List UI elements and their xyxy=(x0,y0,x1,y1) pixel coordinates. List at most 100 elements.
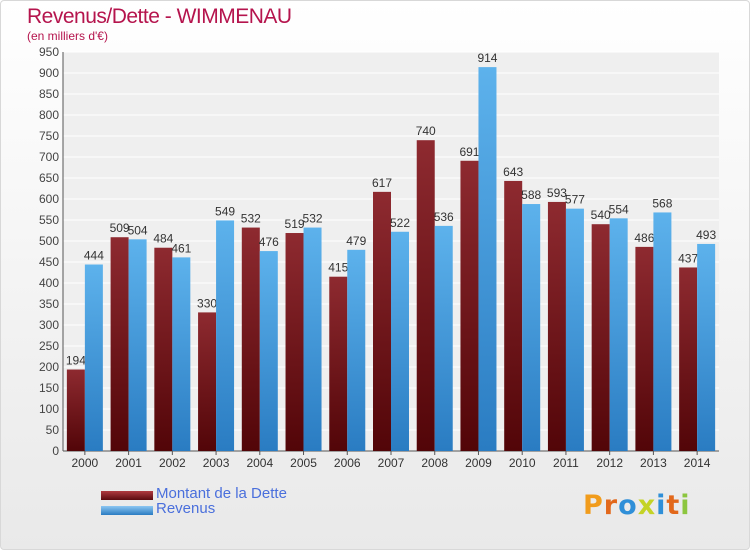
debt-value-label: 415 xyxy=(328,261,348,275)
revenue-value-label: 588 xyxy=(521,188,541,202)
legend-swatch-revenue xyxy=(101,506,153,515)
revenue-bar xyxy=(653,212,672,451)
y-tick-label: 750 xyxy=(39,129,59,143)
legend-label-revenue: Revenus xyxy=(156,500,216,517)
revenue-value-label: 914 xyxy=(477,51,497,65)
debt-bar xyxy=(460,160,479,451)
revenue-bar xyxy=(128,239,147,451)
y-tick-label: 450 xyxy=(39,255,59,269)
x-tick-label: 2013 xyxy=(640,456,667,470)
y-tick-label: 300 xyxy=(39,318,59,332)
revenue-value-label: 461 xyxy=(171,241,191,255)
revenue-value-label: 479 xyxy=(346,234,366,248)
debt-value-label: 486 xyxy=(634,231,654,245)
y-tick-label: 900 xyxy=(39,66,59,80)
debt-value-label: 532 xyxy=(241,212,261,226)
x-tick-label: 2012 xyxy=(596,456,623,470)
chart-title: Revenus/Dette - WIMMENAU xyxy=(27,5,292,28)
logo-letter: i xyxy=(680,490,691,521)
debt-bar xyxy=(154,247,173,451)
revenue-value-label: 493 xyxy=(696,228,716,242)
debt-value-label: 643 xyxy=(503,165,523,179)
debt-bar xyxy=(241,227,260,451)
x-tick-label: 2009 xyxy=(465,456,492,470)
revenue-value-label: 549 xyxy=(215,204,235,218)
y-tick-label: 100 xyxy=(39,402,59,416)
debt-bar xyxy=(373,191,391,452)
debt-bar xyxy=(635,246,654,451)
y-tick-label: 700 xyxy=(39,150,59,164)
y-tick-label: 350 xyxy=(39,297,59,311)
revenue-bar xyxy=(216,220,235,451)
revenue-value-label: 536 xyxy=(434,210,454,224)
y-tick-label: 0 xyxy=(52,444,59,458)
y-tick-label: 550 xyxy=(39,213,59,227)
proxiti-logo: Proxiti xyxy=(583,490,691,521)
y-tick-label: 600 xyxy=(39,192,59,206)
debt-value-label: 519 xyxy=(285,217,305,231)
debt-value-label: 691 xyxy=(459,145,479,159)
debt-value-label: 540 xyxy=(591,208,611,222)
x-tick-label: 2008 xyxy=(421,456,448,470)
revenue-value-label: 504 xyxy=(128,223,148,237)
logo-letter: o xyxy=(618,490,638,521)
revenue-bar xyxy=(609,218,628,451)
logo-letter: x xyxy=(637,490,657,521)
revenue-bar xyxy=(478,67,497,452)
revenue-value-label: 568 xyxy=(652,196,672,210)
revenue-value-label: 554 xyxy=(609,202,629,216)
revenue-bar xyxy=(565,208,584,451)
x-tick-label: 2003 xyxy=(203,456,230,470)
y-tick-label: 500 xyxy=(39,234,59,248)
y-tick-label: 250 xyxy=(39,339,59,353)
debt-bar xyxy=(591,224,610,451)
logo-letter: P xyxy=(583,490,604,521)
revenue-bar xyxy=(84,264,103,451)
revenue-value-label: 444 xyxy=(84,249,104,263)
y-tick-label: 800 xyxy=(39,108,59,122)
logo-letter: t xyxy=(666,490,681,521)
y-tick-label: 400 xyxy=(39,276,59,290)
debt-bar xyxy=(110,237,129,451)
x-tick-label: 2000 xyxy=(72,456,99,470)
y-tick-label: 200 xyxy=(39,360,59,374)
x-tick-label: 2006 xyxy=(334,456,361,470)
debt-value-label: 740 xyxy=(416,124,436,138)
logo-letter: r xyxy=(603,490,619,521)
x-tick-label: 2002 xyxy=(159,456,186,470)
debt-value-label: 194 xyxy=(66,354,86,368)
y-tick-label: 650 xyxy=(39,171,59,185)
debt-value-label: 509 xyxy=(110,221,130,235)
debt-value-label: 330 xyxy=(197,296,217,310)
revenue-bar xyxy=(522,204,541,451)
debt-bar xyxy=(66,369,85,451)
revenue-bar xyxy=(697,243,716,451)
revenue-value-label: 532 xyxy=(303,212,323,226)
debt-bar xyxy=(679,267,698,451)
debt-bar xyxy=(416,140,435,451)
x-tick-label: 2011 xyxy=(553,456,579,470)
revenue-value-label: 522 xyxy=(390,216,410,230)
revenue-value-label: 577 xyxy=(565,193,585,207)
revenue-bar xyxy=(391,231,409,451)
legend-label-debt: Montant de la Dette xyxy=(156,485,287,502)
x-tick-label: 2007 xyxy=(378,456,405,470)
x-tick-label: 2014 xyxy=(684,456,711,470)
debt-value-label: 484 xyxy=(153,232,173,246)
revenue-bar xyxy=(347,249,366,451)
debt-bar xyxy=(198,312,217,451)
debt-value-label: 593 xyxy=(547,186,567,200)
revenue-bar xyxy=(303,227,322,451)
revenue-bar xyxy=(172,257,191,451)
x-tick-label: 2004 xyxy=(246,456,273,470)
debt-bar xyxy=(329,276,348,451)
debt-value-label: 437 xyxy=(678,251,698,265)
x-tick-label: 2001 xyxy=(115,456,142,470)
debt-bar xyxy=(547,201,566,451)
x-tick-label: 2010 xyxy=(509,456,536,470)
logo-letter: i xyxy=(656,490,667,521)
x-tick-label: 2005 xyxy=(290,456,317,470)
revenue-bar xyxy=(434,225,453,451)
y-tick-label: 150 xyxy=(39,381,59,395)
